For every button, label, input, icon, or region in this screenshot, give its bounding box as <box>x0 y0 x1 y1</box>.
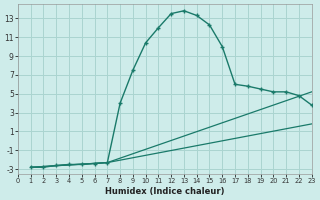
X-axis label: Humidex (Indice chaleur): Humidex (Indice chaleur) <box>105 187 225 196</box>
